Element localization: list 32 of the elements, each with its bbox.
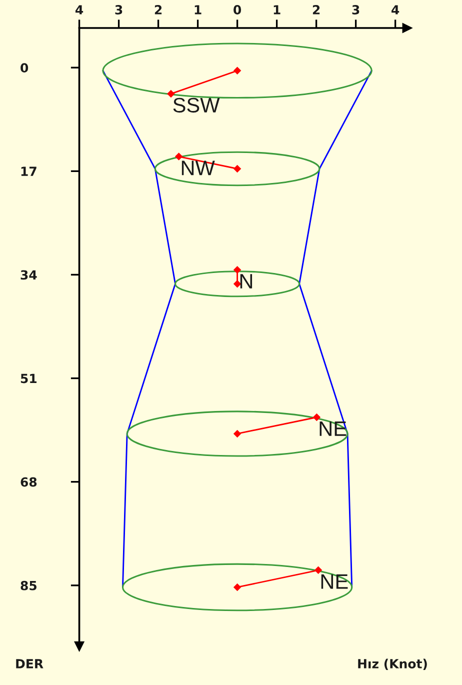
y-tick-label: 17 [21, 166, 36, 176]
x-tick-label: 4 [392, 5, 400, 14]
annotation: SSW [173, 98, 220, 113]
annotation: NW [182, 160, 215, 176]
y-tick-label: 34 [20, 270, 37, 280]
point [234, 430, 241, 438]
point [313, 414, 320, 421]
y-axis-title: DER [16, 659, 44, 668]
x-tick-label: 1 [274, 5, 280, 14]
x-tick-label: 1 [194, 5, 202, 14]
point [234, 266, 241, 274]
x-tick-label: 2 [312, 5, 320, 14]
y-tick-label: 68 [20, 477, 37, 487]
point [314, 566, 322, 574]
x-tick-label: 3 [115, 5, 122, 14]
point [175, 152, 182, 160]
annotation: N [240, 274, 252, 288]
annotation: NE [321, 574, 348, 589]
x-tick-label: 3 [352, 5, 360, 14]
x-tick-label: 2 [154, 5, 162, 14]
x-tick-label: 0 [234, 5, 242, 14]
point [234, 165, 241, 172]
x-tick-label: 4 [75, 5, 84, 14]
point [234, 584, 241, 591]
annotation: NE [320, 421, 346, 436]
x-axis-title: Hız (Knot) [358, 658, 427, 670]
y-tick-label: 51 [20, 374, 37, 384]
point [167, 90, 175, 98]
y-tick-label: 0 [20, 63, 28, 73]
line-series [298, 70, 372, 588]
point [234, 66, 241, 74]
y-tick-label: 85 [20, 580, 36, 590]
